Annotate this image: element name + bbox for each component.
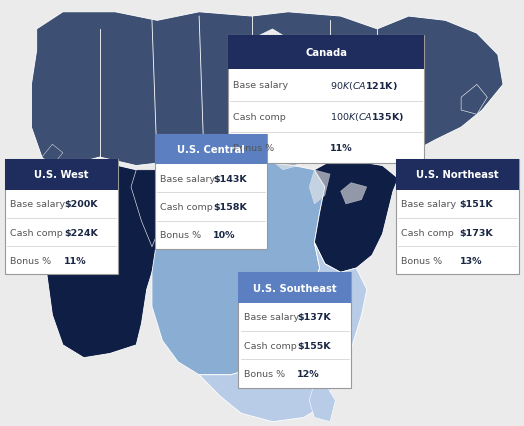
Text: Base salary: Base salary (244, 313, 299, 322)
Text: 11%: 11% (330, 144, 353, 153)
Text: $155K: $155K (297, 341, 331, 350)
Text: 13%: 13% (460, 256, 482, 265)
Text: Base salary: Base salary (10, 200, 66, 209)
FancyBboxPatch shape (238, 273, 351, 388)
Text: $100K (CA$135K): $100K (CA$135K) (330, 111, 404, 123)
Text: 12%: 12% (297, 369, 320, 378)
Text: Base salary: Base salary (233, 81, 288, 90)
Text: $200K: $200K (64, 200, 97, 209)
Polygon shape (199, 243, 367, 422)
Text: $90K (CA$121K): $90K (CA$121K) (330, 80, 398, 92)
Text: Base salary: Base salary (401, 200, 456, 209)
FancyBboxPatch shape (5, 160, 118, 275)
Text: Bonus %: Bonus % (233, 144, 274, 153)
FancyBboxPatch shape (396, 160, 519, 190)
Polygon shape (341, 183, 367, 204)
Text: $151K: $151K (460, 200, 493, 209)
Text: Bonus %: Bonus % (10, 256, 51, 265)
Polygon shape (236, 30, 299, 124)
FancyBboxPatch shape (155, 134, 267, 249)
Text: $143K: $143K (213, 174, 247, 183)
Text: $137K: $137K (297, 313, 331, 322)
FancyBboxPatch shape (228, 36, 424, 70)
FancyBboxPatch shape (155, 134, 267, 165)
Polygon shape (461, 85, 487, 115)
Polygon shape (42, 145, 63, 166)
Text: Canada: Canada (305, 48, 347, 58)
Text: U.S. Southeast: U.S. Southeast (253, 283, 336, 293)
Text: Bonus %: Bonus % (160, 230, 201, 239)
Text: 11%: 11% (64, 256, 86, 265)
FancyBboxPatch shape (5, 160, 118, 190)
Polygon shape (272, 149, 304, 170)
Text: Cash comp: Cash comp (233, 112, 286, 121)
FancyBboxPatch shape (238, 273, 351, 303)
Polygon shape (37, 162, 173, 358)
Polygon shape (31, 13, 503, 170)
Text: Cash comp: Cash comp (401, 228, 454, 237)
Text: $158K: $158K (213, 202, 247, 211)
Text: Base salary: Base salary (160, 174, 215, 183)
Text: $224K: $224K (64, 228, 97, 237)
Text: U.S. West: U.S. West (34, 170, 89, 180)
FancyBboxPatch shape (228, 36, 424, 164)
Polygon shape (131, 170, 173, 247)
Polygon shape (309, 383, 335, 422)
Text: U.S. Central: U.S. Central (177, 144, 245, 154)
Text: 10%: 10% (213, 230, 236, 239)
Polygon shape (314, 162, 398, 273)
Text: Cash comp: Cash comp (10, 228, 63, 237)
Text: U.S. Northeast: U.S. Northeast (416, 170, 498, 180)
Text: $173K: $173K (460, 228, 493, 237)
FancyBboxPatch shape (396, 160, 519, 275)
Text: Cash comp: Cash comp (244, 341, 297, 350)
Text: Bonus %: Bonus % (401, 256, 442, 265)
Polygon shape (309, 170, 330, 204)
Text: Bonus %: Bonus % (244, 369, 285, 378)
Polygon shape (152, 162, 325, 375)
Text: Cash comp: Cash comp (160, 202, 213, 211)
